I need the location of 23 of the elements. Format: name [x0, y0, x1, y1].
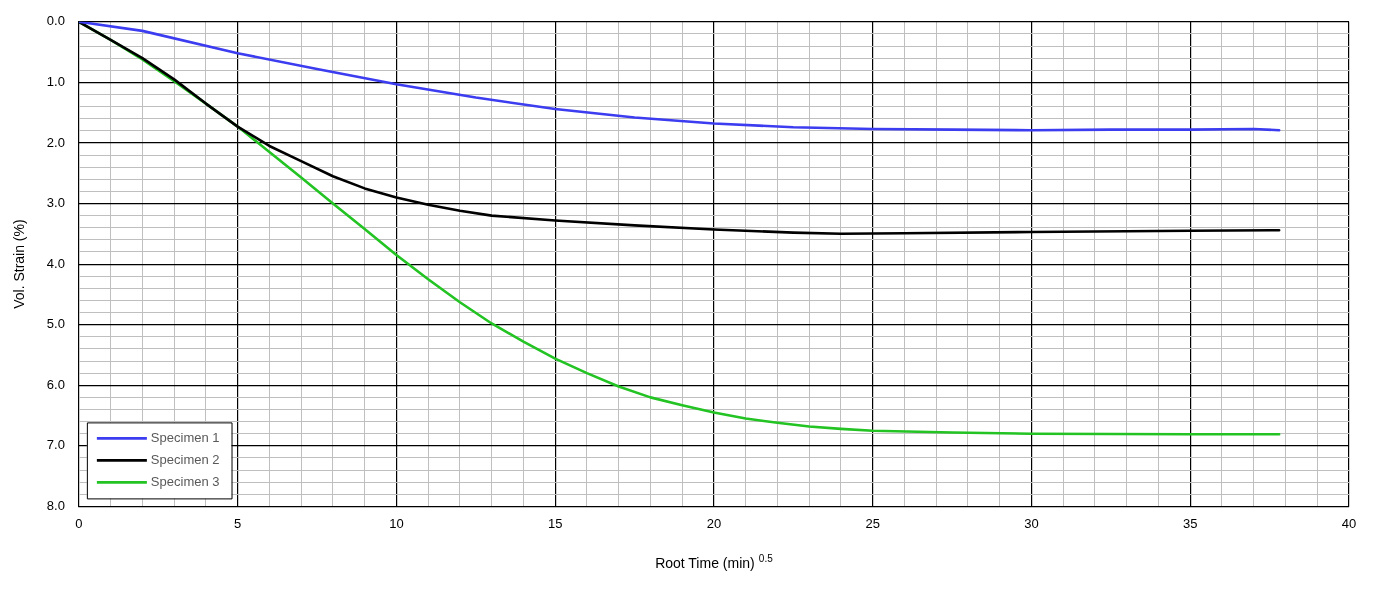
x-tick-label: 5 [234, 515, 242, 531]
legend-label: Specimen 1 [150, 429, 220, 445]
legend-label: Specimen 3 [150, 473, 220, 489]
y-tick-label: 8.0 [46, 497, 65, 513]
x-tick-label: 35 [1183, 515, 1198, 531]
y-tick-label: 4.0 [46, 255, 65, 271]
y-tick-label: 5.0 [46, 316, 65, 332]
x-tick-label: 40 [1341, 515, 1357, 531]
y-tick-label: 2.0 [46, 134, 65, 150]
x-tick-label: 0 [75, 515, 83, 531]
x-tick-label: 15 [547, 515, 563, 531]
legend-label: Specimen 2 [150, 451, 220, 467]
x-axis-title: Root Time (min) 0.5 [655, 553, 774, 572]
x-tick-label: 25 [865, 515, 880, 531]
y-tick-label: 1.0 [46, 73, 65, 89]
x-tick-label: 30 [1024, 515, 1039, 531]
x-tick-label: 10 [389, 515, 404, 531]
x-tick-label: 20 [706, 515, 722, 531]
y-tick-label: 7.0 [46, 437, 65, 453]
y-tick-label: 6.0 [46, 376, 65, 392]
y-tick-label: 3.0 [46, 195, 65, 211]
y-axis-title: Vol. Strain (%) [11, 219, 28, 309]
y-tick-label: 0.0 [46, 13, 65, 29]
